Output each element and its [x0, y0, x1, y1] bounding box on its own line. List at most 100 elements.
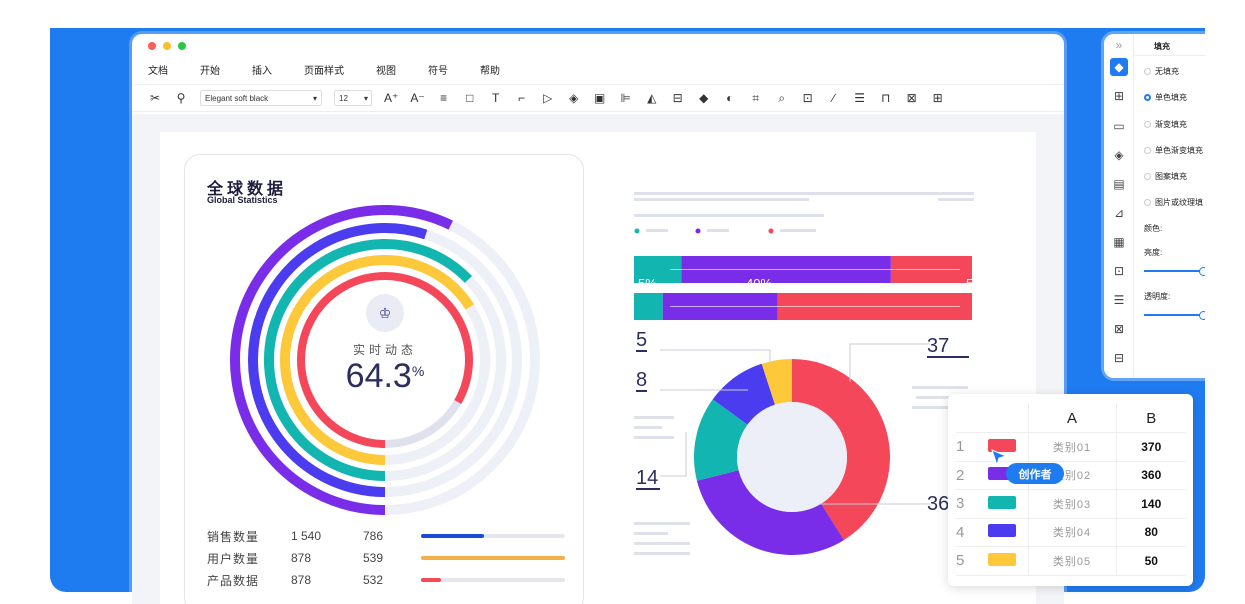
menu-item-help[interactable]: 帮助 [480, 65, 500, 77]
image-tab-icon[interactable]: ▭ [1113, 119, 1125, 133]
fit-icon[interactable]: ⊠ [906, 91, 917, 105]
menu-item-start[interactable]: 开始 [200, 65, 220, 77]
present-tab-icon[interactable]: ⊟ [1113, 351, 1125, 365]
donut-slice[interactable] [761, 359, 792, 405]
value-cell[interactable]: 360 [1116, 461, 1186, 490]
stacked-bar-segment[interactable] [634, 293, 663, 320]
stat-label: 销售数量 [207, 529, 260, 544]
brightness-slider[interactable] [1144, 267, 1205, 276]
donut-label: 8 [636, 369, 648, 392]
fill-tab-icon[interactable]: ◆ [1110, 58, 1128, 76]
category-cell[interactable]: 类别03 [1027, 489, 1117, 519]
corner-cell [956, 404, 976, 433]
page-tab-icon[interactable]: ▤ [1113, 177, 1125, 191]
global-stats-card[interactable]: 全球数据 Global Statistics ♔ 实时动态 [184, 154, 584, 604]
donut-slice[interactable] [696, 470, 844, 555]
group-icon[interactable]: ▣ [594, 91, 606, 105]
color-swatch [987, 438, 1016, 452]
color-swatch-cell[interactable] [976, 546, 1028, 576]
color-swatch-cell[interactable] [976, 518, 1028, 547]
rectangle-icon[interactable]: □ [466, 91, 474, 105]
category-cell[interactable]: 类别01 [1027, 432, 1117, 462]
option-image-fill[interactable]: 图片或纹理填 [1144, 197, 1203, 208]
value-cell[interactable]: 140 [1116, 489, 1186, 519]
font-size-select[interactable]: 12 ▾ [334, 90, 372, 106]
stat-value-2: 532 [363, 573, 384, 587]
menu-item-symbol[interactable]: 符号 [428, 65, 448, 77]
flip-icon[interactable]: ◭ [647, 91, 657, 105]
crown-badge [366, 294, 404, 332]
layers-icon[interactable]: ◈ [569, 91, 579, 105]
table-row: 3 类别03 140 [956, 489, 1186, 519]
donut-slice[interactable] [792, 359, 890, 541]
opacity-slider[interactable] [1144, 311, 1205, 320]
placeholder-line [780, 229, 816, 232]
option-no-fill[interactable]: 无填充 [1144, 66, 1179, 77]
fit-tab-icon[interactable]: ⊠ [1113, 322, 1125, 336]
column-header-a[interactable]: A [1027, 404, 1117, 433]
value-cell[interactable]: 370 [1116, 432, 1186, 462]
option-gradient-fill[interactable]: 渐变填充 [1144, 119, 1187, 130]
hbar-label: 24 [966, 236, 981, 251]
menu-item-page-style[interactable]: 页面样式 [304, 65, 344, 77]
pointer-icon[interactable]: ▷ [543, 91, 553, 105]
data-table-popup[interactable]: A B 1 类别01 370 2 类别02 360 3 类别03 140 4 类… [948, 394, 1193, 586]
search-icon[interactable]: ⌕ [778, 90, 786, 105]
color-swatch-cell[interactable] [976, 489, 1028, 519]
maximize-dot[interactable] [178, 42, 186, 50]
layers-tab-icon[interactable]: ◈ [1114, 148, 1124, 162]
align-left-icon[interactable]: ⊫ [620, 91, 631, 105]
radio[interactable] [1144, 173, 1151, 180]
table-tab-icon[interactable]: ▦ [1113, 235, 1125, 249]
category-cell[interactable]: 类别04 [1027, 518, 1117, 547]
increase-font-icon[interactable]: A⁺ [384, 91, 399, 105]
align-icon[interactable]: ≡ [440, 91, 448, 105]
chart-tab-icon[interactable]: ⊿ [1113, 206, 1125, 220]
option-pattern-fill[interactable]: 图案填充 [1144, 171, 1187, 182]
connector-icon[interactable]: ⌐ [518, 91, 526, 105]
radio-selected[interactable] [1144, 94, 1151, 101]
collapse-icon[interactable]: » [1115, 38, 1123, 52]
lock-icon[interactable]: ⊓ [881, 91, 891, 105]
more-icon[interactable]: ⊞ [932, 91, 943, 105]
donut-chart [660, 343, 930, 555]
row-index: 2 [956, 461, 976, 490]
stat-progress [421, 578, 565, 582]
menu-item-document[interactable]: 文档 [148, 65, 168, 77]
column-header-b[interactable]: B [1116, 404, 1186, 433]
line-style-icon[interactable]: ☰ [854, 91, 866, 105]
crop-icon[interactable]: ⌗ [752, 90, 760, 105]
close-dot[interactable] [148, 42, 156, 50]
radio[interactable] [1144, 121, 1151, 128]
menu-item-view[interactable]: 视图 [376, 65, 396, 77]
option-solid-fill[interactable]: 单色填充 [1144, 92, 1187, 103]
cut-icon[interactable]: ✂ [149, 91, 161, 105]
font-select[interactable]: Elegant soft black ▾ [200, 90, 322, 106]
grid-tab-icon[interactable]: ⊞ [1113, 89, 1125, 103]
text-icon[interactable]: T [492, 91, 500, 105]
ring-arc-purple [230, 205, 453, 515]
decrease-font-icon[interactable]: A⁻ [410, 91, 425, 105]
category-cell[interactable]: 类别05 [1027, 546, 1117, 576]
line-color-icon[interactable]: ∕ [832, 91, 835, 105]
radio[interactable] [1144, 68, 1151, 75]
zoom-icon[interactable]: ⊡ [802, 91, 813, 105]
value-cell[interactable]: 50 [1116, 546, 1186, 576]
donut-slice[interactable] [712, 363, 776, 425]
distribute-icon[interactable]: ⊟ [672, 91, 683, 105]
menu-item-insert[interactable]: 插入 [252, 65, 272, 77]
shape-style-icon[interactable]: ◐ [726, 91, 734, 105]
option-mono-gradient[interactable]: 单色渐变填充 [1144, 145, 1203, 156]
format-tab-icon[interactable]: ☰ [1113, 293, 1125, 307]
placeholder-line [634, 532, 668, 535]
stat-label: 产品数据 [207, 573, 260, 588]
donut-slice[interactable] [694, 399, 748, 481]
format-painter-icon[interactable]: ⚲ [176, 91, 186, 105]
fill-color-icon[interactable]: ◆ [699, 91, 709, 105]
minimize-dot[interactable] [163, 42, 171, 50]
radio[interactable] [1144, 199, 1151, 206]
ring-arc-blue [248, 223, 428, 497]
value-cell[interactable]: 80 [1116, 518, 1186, 547]
data-tab-icon[interactable]: ⊡ [1113, 264, 1125, 278]
radio[interactable] [1144, 147, 1151, 154]
